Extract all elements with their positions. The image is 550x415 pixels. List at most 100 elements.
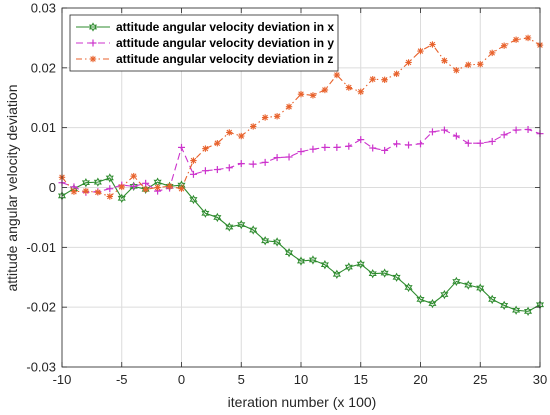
data-point: [178, 185, 185, 192]
data-point-stroke: [525, 35, 531, 41]
data-point: [93, 177, 102, 187]
data-point-stroke: [274, 113, 280, 120]
data-point-stroke: [501, 42, 507, 49]
data-point: [130, 172, 137, 180]
data-point: [142, 186, 149, 193]
data-point: [178, 143, 185, 151]
x-tick-label: 25: [473, 372, 487, 387]
data-point-stroke: [393, 71, 400, 77]
series-x: [57, 173, 545, 317]
data-point-stroke: [417, 48, 424, 54]
y-tick-label: 0.03: [31, 1, 56, 16]
data-point-stroke: [298, 91, 304, 97]
data-point-stroke: [107, 193, 113, 200]
legend-label: attitude angular velocity deviation in z: [116, 52, 333, 66]
data-point-stroke: [489, 50, 495, 56]
data-point-stroke: [369, 76, 376, 82]
x-tick-label: -10: [53, 372, 72, 387]
data-point: [89, 39, 97, 47]
x-tick-label: 10: [294, 372, 308, 387]
legend-item-y: attitude angular velocity deviation in y: [76, 36, 334, 50]
x-tick-label: 20: [413, 372, 427, 387]
data-point-stroke: [405, 59, 412, 66]
data-point: [368, 268, 377, 279]
y-tick-label: -0.02: [26, 300, 56, 315]
data-point: [344, 262, 353, 272]
data-point: [393, 140, 401, 148]
data-point-stroke: [334, 72, 340, 78]
y-axis-title: attitude angular velocity deviation: [4, 84, 20, 291]
data-point: [476, 139, 484, 147]
data-point: [523, 306, 533, 317]
data-point: [404, 282, 413, 293]
data-point-stroke: [90, 56, 96, 62]
data-point: [321, 86, 329, 94]
data-point: [82, 187, 90, 195]
data-point: [141, 184, 150, 194]
data-point: [465, 61, 472, 69]
data-point: [333, 143, 341, 151]
data-point-stroke: [118, 184, 125, 190]
data-point: [297, 148, 305, 156]
legend: attitude angular velocity deviation in x…: [69, 14, 339, 72]
data-point: [273, 154, 281, 162]
data-point: [106, 193, 113, 200]
data-point: [333, 71, 341, 79]
series-line: [61, 37, 541, 198]
series-z: [58, 34, 544, 200]
data-point: [237, 160, 245, 168]
data-point: [488, 294, 497, 305]
data-point: [166, 183, 173, 190]
data-point: [416, 294, 425, 305]
data-point: [261, 236, 270, 246]
y-tick-label: 0.01: [31, 120, 56, 135]
data-point-stroke: [238, 133, 245, 139]
data-point: [320, 260, 329, 270]
data-point: [309, 145, 317, 153]
data-point: [189, 194, 198, 205]
data-point-stroke: [83, 188, 89, 194]
data-point: [238, 132, 245, 140]
data-point: [393, 70, 400, 78]
data-point-stroke: [441, 57, 448, 64]
data-point-stroke: [214, 140, 221, 147]
data-point: [524, 34, 532, 42]
data-point-stroke: [226, 129, 233, 136]
data-point: [237, 219, 246, 230]
data-point: [500, 131, 508, 139]
data-point-stroke: [130, 173, 137, 179]
data-point: [357, 136, 365, 144]
data-point: [440, 289, 449, 300]
series-line: [61, 177, 541, 312]
data-point: [488, 137, 496, 145]
data-point-stroke: [465, 62, 472, 68]
data-point: [117, 193, 126, 203]
y-tick-label: 0.02: [31, 60, 56, 75]
data-point: [332, 269, 341, 279]
data-point: [202, 145, 209, 152]
data-point-stroke: [142, 186, 149, 193]
data-point: [357, 88, 364, 95]
data-point: [429, 41, 436, 48]
data-point: [273, 113, 281, 120]
data-point-stroke: [357, 88, 364, 95]
data-point: [369, 144, 377, 152]
data-point: [477, 61, 484, 68]
data-point: [512, 36, 520, 43]
data-point-stroke: [202, 145, 209, 152]
data-point: [225, 164, 233, 172]
y-tick-label: -0.01: [26, 240, 56, 255]
data-point-stroke: [262, 114, 268, 121]
data-point: [226, 129, 233, 136]
data-point: [512, 126, 520, 134]
data-point-stroke: [453, 67, 460, 74]
x-axis-title: iteration number (x 100): [228, 394, 377, 410]
data-point-stroke: [429, 41, 436, 48]
x-tick-label: 5: [238, 372, 245, 387]
data-point: [297, 90, 305, 98]
data-point-stroke: [178, 185, 185, 192]
legend-label: attitude angular velocity deviation in y: [116, 36, 334, 50]
data-point: [142, 179, 150, 187]
data-point: [213, 166, 221, 174]
y-tick-label: -0.03: [26, 360, 56, 375]
